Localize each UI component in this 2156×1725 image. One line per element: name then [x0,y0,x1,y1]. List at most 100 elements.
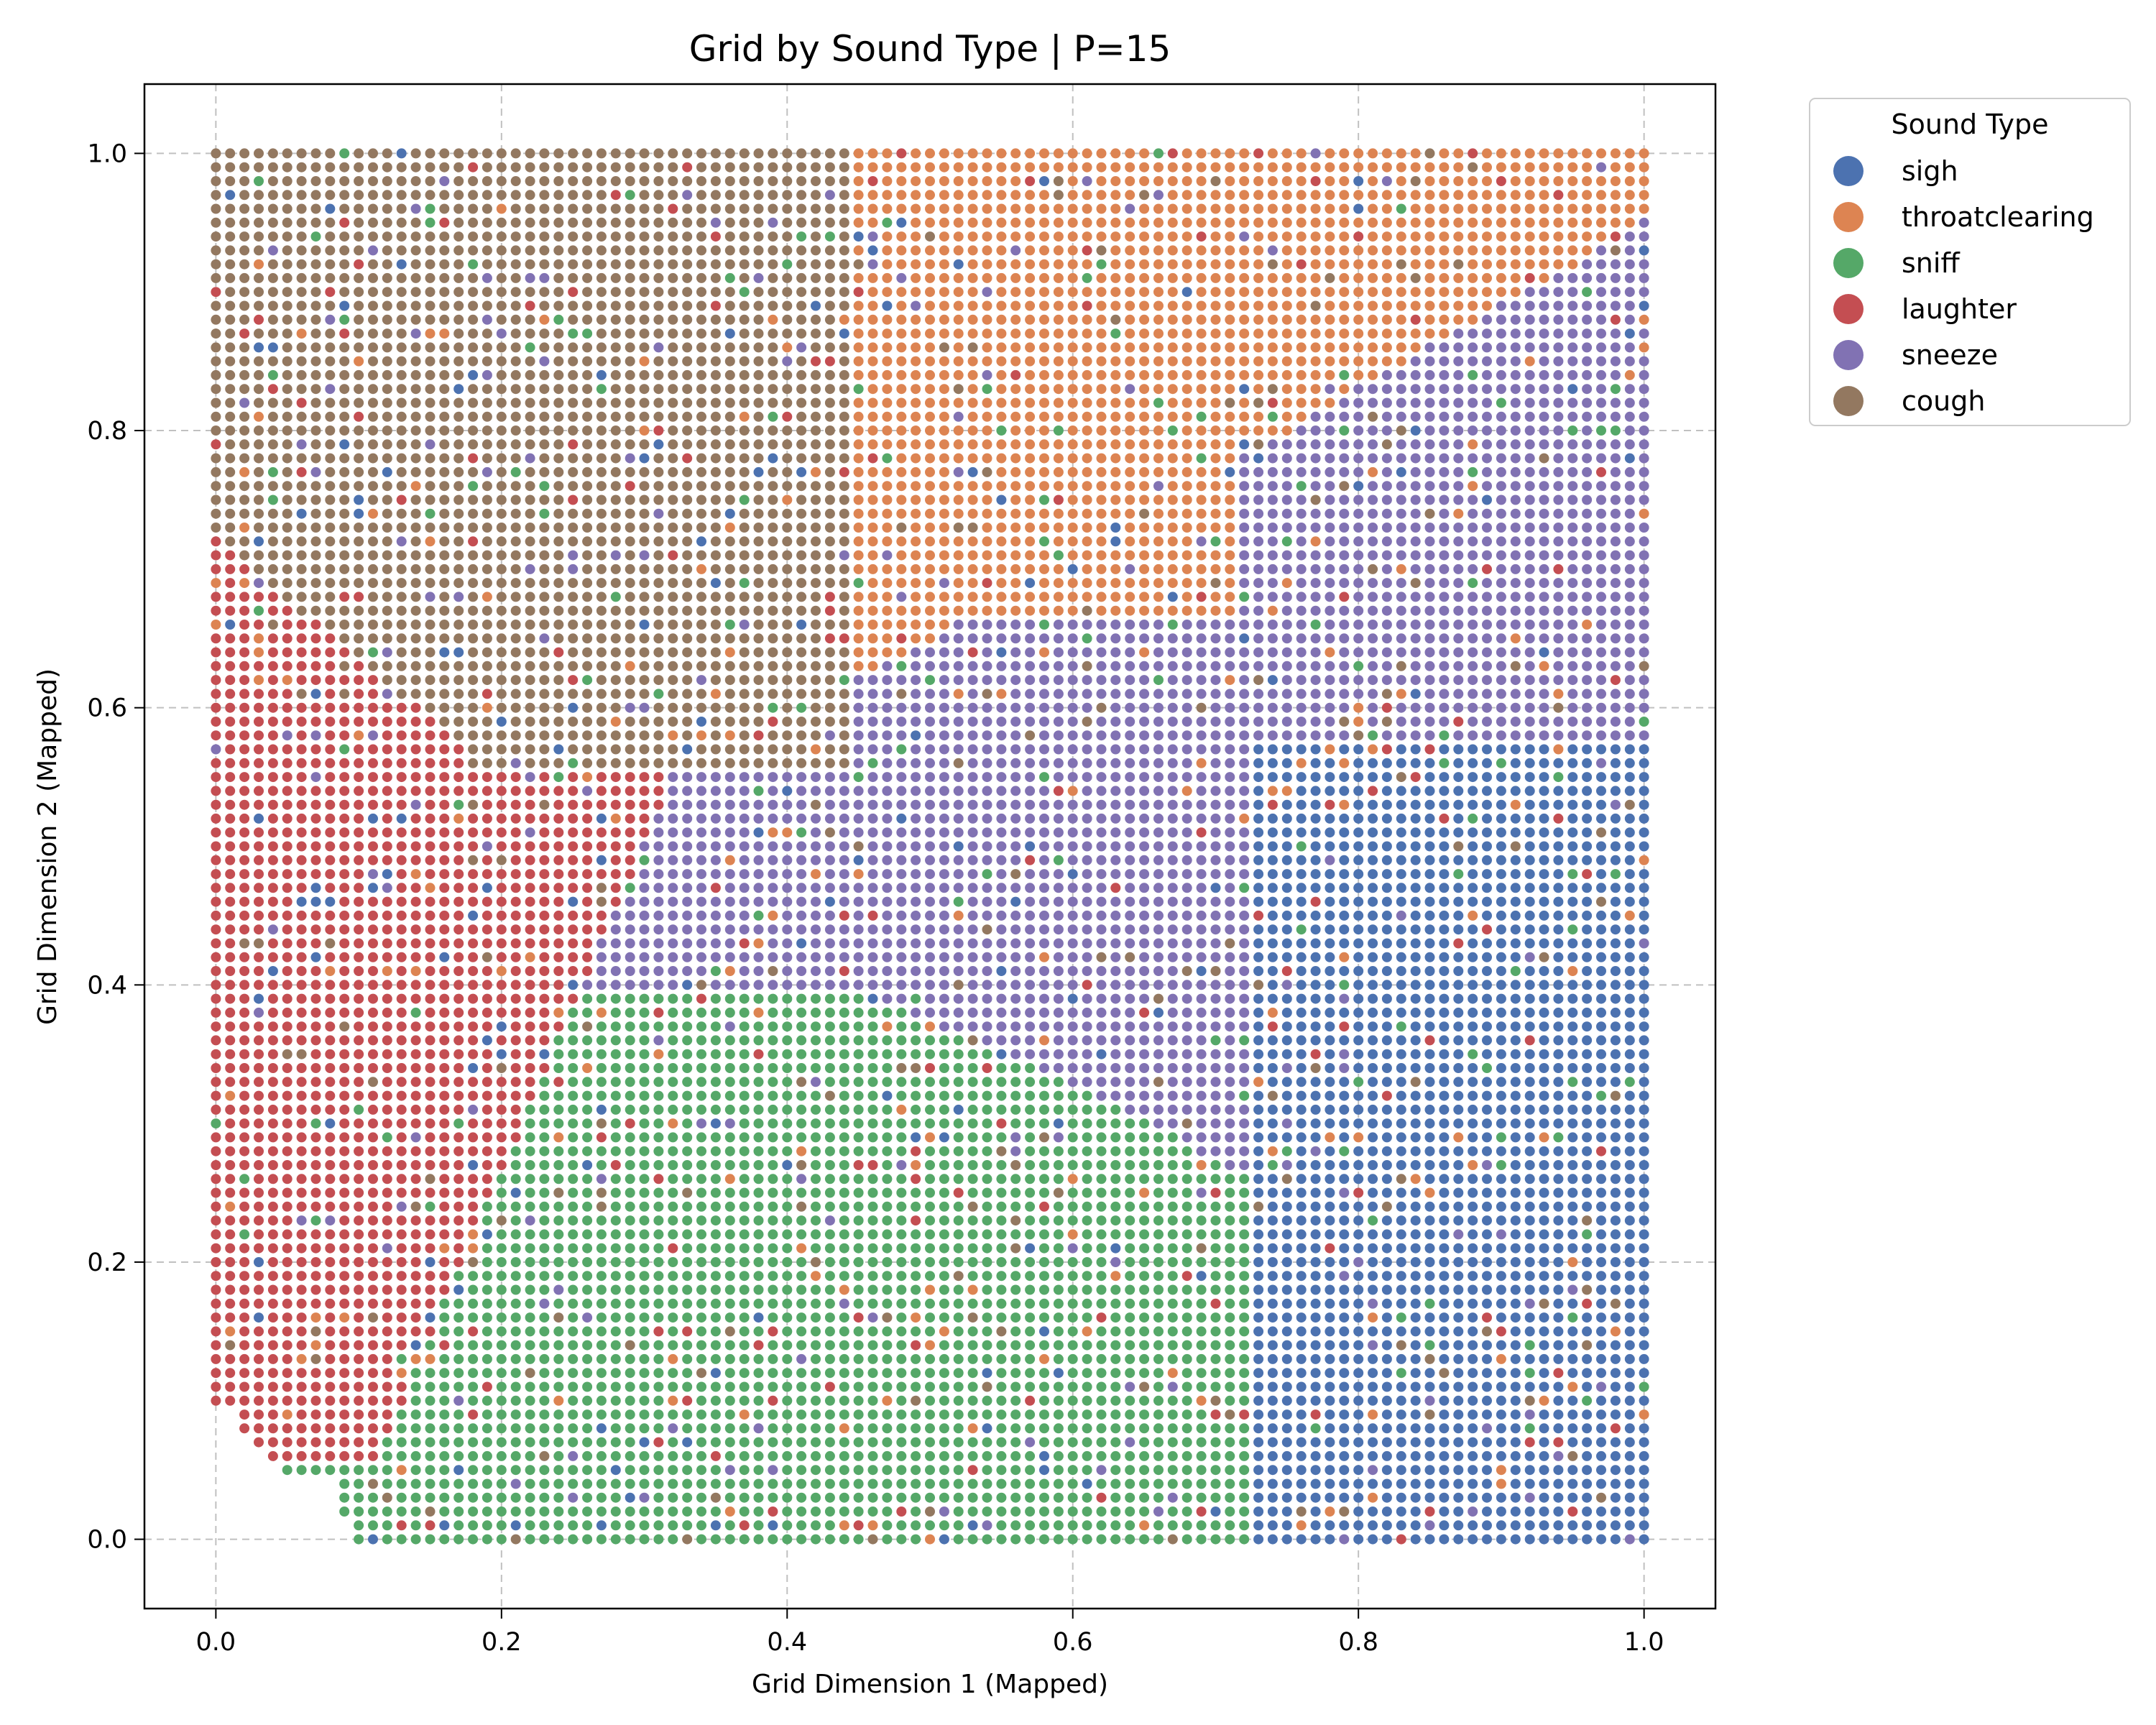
point-cough [496,758,507,768]
point-cough [325,605,336,616]
point-sniff [668,1160,678,1170]
point-cough [282,397,292,408]
point-sniff [396,1353,407,1364]
point-sniff [653,1423,664,1434]
point-sniff [882,1035,893,1046]
point-cough [811,605,821,616]
point-laughter [211,938,221,949]
point-sniff [625,1506,635,1517]
point-sneeze [724,896,735,907]
point-sneeze [410,799,421,810]
point-sniff [710,1215,721,1226]
point-cough [839,494,849,505]
point-cough [639,287,650,298]
point-cough [839,661,849,671]
point-sigh [696,536,706,547]
point-cough [468,661,479,671]
point-laughter [325,1284,336,1295]
point-laughter [211,717,221,727]
point-throatclearing [896,1104,907,1115]
point-laughter [239,1021,250,1032]
point-cough [396,661,407,671]
point-sniff [568,1478,579,1489]
point-laughter [225,1160,236,1170]
point-cough [496,342,507,353]
point-throatclearing [896,605,907,616]
point-cough [811,620,821,630]
point-laughter [325,952,336,962]
point-sniff [710,1007,721,1018]
point-throatclearing [853,439,864,450]
point-cough [325,508,336,519]
point-laughter [211,924,221,935]
point-cough [668,564,678,574]
point-laughter [368,1368,378,1379]
point-sniff [710,1257,721,1267]
point-laughter [653,1174,664,1184]
point-cough [625,466,635,477]
point-laughter [239,717,250,727]
point-laughter [267,1381,278,1392]
point-sniff [724,1395,735,1406]
point-cough [682,466,693,477]
point-laughter [568,841,579,852]
point-sniff [911,1118,921,1129]
point-sniff [582,1146,593,1156]
point-sigh [254,993,264,1004]
point-sniff [811,1409,821,1420]
point-cough [811,162,821,172]
point-sigh [225,620,236,630]
point-cough [354,287,364,298]
point-sigh [724,508,735,519]
point-laughter [510,1021,521,1032]
point-cough [211,494,221,505]
point-throatclearing [867,314,878,325]
point-cough [496,605,507,616]
point-laughter [211,1326,221,1337]
point-laughter [410,1160,421,1170]
point-cough [482,411,492,422]
point-sniff [539,1312,550,1323]
point-laughter [239,896,250,907]
point-cough [439,287,450,298]
point-cough [753,453,764,464]
point-sniff [439,1298,450,1309]
point-sigh [768,453,778,464]
point-cough [339,426,350,436]
point-laughter [354,1257,364,1267]
point-sniff [867,1465,878,1476]
point-sniff [911,1478,921,1489]
point-sniff [510,1201,521,1212]
point-sniff [453,1340,464,1351]
point-sneeze [782,938,793,949]
point-laughter [339,855,350,865]
point-sniff [753,1478,764,1489]
point-cough [625,647,635,658]
point-sigh [354,508,364,519]
point-cough [482,523,492,533]
point-sniff [839,1409,849,1420]
point-throatclearing [882,620,893,630]
point-sniff [768,1146,778,1156]
point-laughter [496,980,507,990]
point-sneeze [596,952,607,962]
point-cough [710,176,721,186]
point-sniff [811,1437,821,1448]
point-cough [625,439,635,450]
point-laughter [582,883,593,893]
point-cough [368,426,378,436]
point-cough [468,855,479,865]
point-throatclearing [553,1395,564,1406]
point-cough [839,287,849,298]
point-laughter [368,786,378,796]
point-laughter [553,883,564,893]
point-laughter [525,910,535,921]
point-sneeze [696,675,706,686]
point-throatclearing [896,481,907,492]
point-laughter [410,1021,421,1032]
point-sigh [753,466,764,477]
point-sniff [853,1215,864,1226]
point-laughter [568,855,579,865]
point-sneeze [510,1478,521,1489]
point-sneeze [911,689,921,699]
